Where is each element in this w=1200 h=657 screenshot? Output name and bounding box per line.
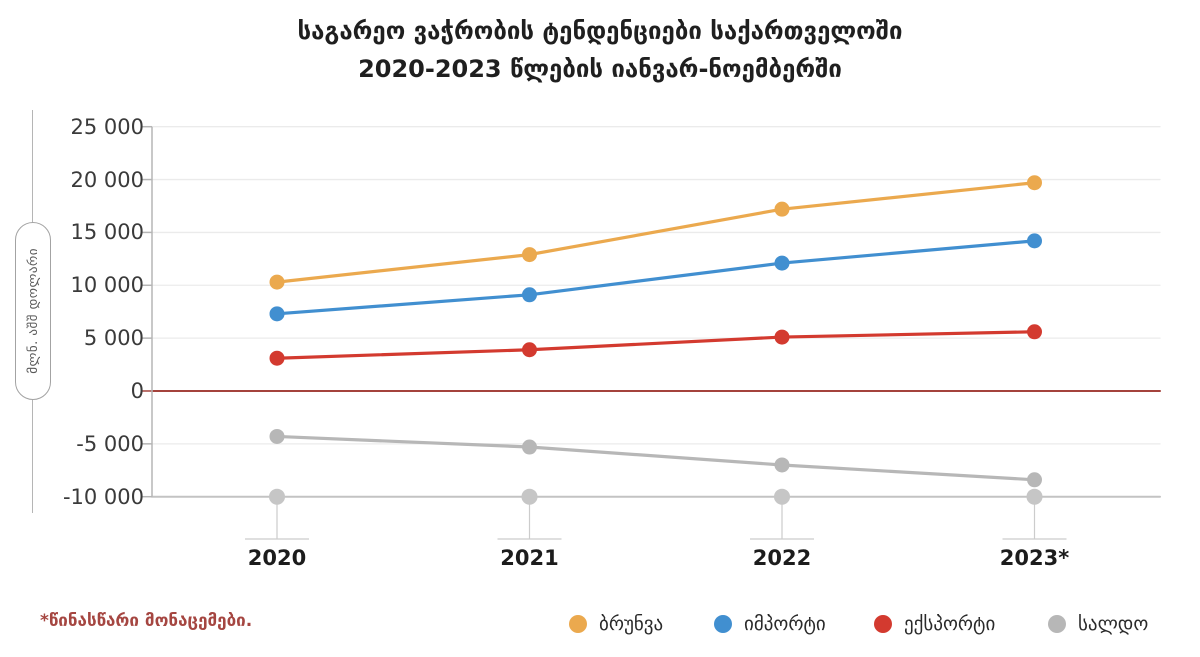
x-axis-label-2020: 2020 [247, 546, 307, 570]
series-point-turnover [269, 274, 285, 290]
legend-swatch-export [874, 615, 892, 633]
legend-label-balance: სალდო [1078, 613, 1149, 635]
series-line-export [275, 330, 1037, 360]
series-line-turnover [275, 181, 1037, 284]
series-line-import [275, 239, 1037, 316]
footnote-preliminary-data: *წინასწარი მონაცემები. [40, 611, 253, 631]
series-point-turnover [774, 201, 790, 217]
series-point-export [774, 329, 790, 345]
x-marker-dot [269, 488, 285, 505]
x-axis-label-2021: 2021 [500, 546, 559, 570]
y-tick-label: 0 [130, 378, 144, 403]
y-tick-label: 20 000 [70, 167, 144, 192]
legend-swatch-balance [1048, 615, 1066, 633]
y-tick-label: 25 000 [70, 114, 144, 139]
chart-title-line1: საგარეო ვაჭრობის ტენდენციები საქართველოშ… [297, 17, 903, 45]
y-tick-label: -10 000 [62, 484, 144, 509]
series-point-import [522, 287, 537, 303]
legend-label-export: ექსპორტი [904, 613, 996, 635]
series-point-import [1027, 233, 1042, 249]
series-point-balance [1027, 472, 1042, 488]
legend-item-turnover: ბრუნვა [569, 613, 663, 635]
series-point-balance [269, 428, 285, 444]
x-axis-label-2022: 2022 [752, 546, 812, 570]
y-tick-label: -5 000 [76, 431, 144, 456]
series-point-export [1027, 324, 1042, 340]
legend-swatch-turnover [569, 615, 587, 633]
series-point-turnover [1027, 175, 1042, 191]
legend-swatch-import [714, 615, 732, 633]
y-axis-unit-pill: მლნ. აშშ დოლარი [15, 222, 51, 400]
series-point-import [269, 306, 285, 322]
series-line-balance [275, 434, 1037, 482]
legend-label-turnover: ბრუნვა [599, 613, 664, 635]
series-point-balance [774, 457, 790, 473]
series-point-turnover [522, 247, 537, 263]
x-axis-label-2023: 2023* [999, 546, 1070, 570]
series-point-export [269, 350, 285, 366]
y-tick-label: 10 000 [70, 273, 144, 298]
series-point-balance [522, 439, 537, 455]
legend-item-balance: სალდო [1048, 613, 1148, 635]
x-marker-dot [1026, 488, 1043, 505]
x-marker-dot [521, 488, 538, 505]
legend-label-import: იმპორტი [744, 613, 826, 635]
y-tick-label: 5 000 [83, 326, 144, 351]
chart-title: საგარეო ვაჭრობის ტენდენციები საქართველოშ… [0, 12, 1200, 88]
x-marker-dot [774, 488, 790, 505]
y-tick-label: 15 000 [70, 220, 144, 245]
series-point-export [522, 342, 537, 358]
series-point-import [774, 255, 790, 271]
legend-item-import: იმპორტი [714, 613, 826, 635]
legend-item-export: ექსპორტი [874, 613, 995, 635]
chart-title-line2: 2020-2023 წლების იანვარ-ნოემბერში [358, 55, 842, 83]
